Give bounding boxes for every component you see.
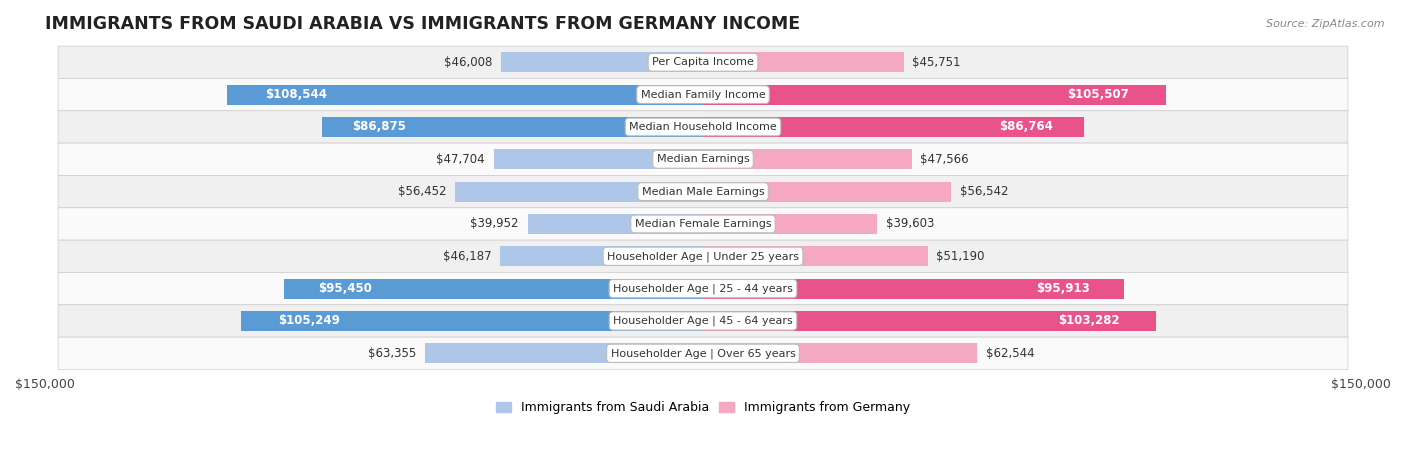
Bar bbox=[703, 85, 1166, 105]
Text: Median Household Income: Median Household Income bbox=[628, 122, 778, 132]
Bar bbox=[703, 279, 1123, 299]
FancyBboxPatch shape bbox=[58, 78, 1348, 111]
Text: Per Capita Income: Per Capita Income bbox=[652, 57, 754, 67]
Bar bbox=[501, 246, 703, 266]
FancyBboxPatch shape bbox=[58, 111, 1348, 143]
Text: $46,008: $46,008 bbox=[444, 56, 492, 69]
Bar bbox=[703, 149, 911, 170]
FancyBboxPatch shape bbox=[58, 208, 1348, 240]
Text: $39,952: $39,952 bbox=[471, 218, 519, 230]
FancyBboxPatch shape bbox=[58, 305, 1348, 337]
FancyBboxPatch shape bbox=[58, 240, 1348, 272]
Text: IMMIGRANTS FROM SAUDI ARABIA VS IMMIGRANTS FROM GERMANY INCOME: IMMIGRANTS FROM SAUDI ARABIA VS IMMIGRAN… bbox=[45, 15, 800, 33]
Text: Median Male Earnings: Median Male Earnings bbox=[641, 187, 765, 197]
Text: $95,450: $95,450 bbox=[318, 282, 371, 295]
Text: $51,190: $51,190 bbox=[936, 250, 984, 263]
Text: $105,507: $105,507 bbox=[1067, 88, 1129, 101]
Bar bbox=[322, 117, 703, 137]
FancyBboxPatch shape bbox=[58, 176, 1348, 208]
FancyBboxPatch shape bbox=[58, 337, 1348, 369]
Text: Median Earnings: Median Earnings bbox=[657, 154, 749, 164]
Text: Householder Age | Under 25 years: Householder Age | Under 25 years bbox=[607, 251, 799, 262]
Text: $39,603: $39,603 bbox=[886, 218, 934, 230]
Bar bbox=[284, 279, 703, 299]
FancyBboxPatch shape bbox=[58, 143, 1348, 176]
Bar bbox=[494, 149, 703, 170]
Bar bbox=[703, 246, 928, 266]
Text: $103,282: $103,282 bbox=[1059, 314, 1119, 327]
Bar bbox=[527, 214, 703, 234]
Bar bbox=[703, 182, 950, 202]
Text: Householder Age | Over 65 years: Householder Age | Over 65 years bbox=[610, 348, 796, 359]
Text: $46,187: $46,187 bbox=[443, 250, 492, 263]
Bar bbox=[703, 117, 1084, 137]
Text: Source: ZipAtlas.com: Source: ZipAtlas.com bbox=[1267, 19, 1385, 28]
Legend: Immigrants from Saudi Arabia, Immigrants from Germany: Immigrants from Saudi Arabia, Immigrants… bbox=[491, 396, 915, 419]
Text: $108,544: $108,544 bbox=[264, 88, 328, 101]
Bar bbox=[703, 52, 904, 72]
Text: Householder Age | 45 - 64 years: Householder Age | 45 - 64 years bbox=[613, 316, 793, 326]
Bar bbox=[703, 311, 1156, 331]
Bar bbox=[456, 182, 703, 202]
Bar bbox=[703, 214, 877, 234]
Text: $62,544: $62,544 bbox=[986, 347, 1035, 360]
FancyBboxPatch shape bbox=[58, 46, 1348, 78]
Bar bbox=[703, 343, 977, 363]
Text: Median Family Income: Median Family Income bbox=[641, 90, 765, 99]
Text: $47,566: $47,566 bbox=[921, 153, 969, 166]
Text: $86,764: $86,764 bbox=[1000, 120, 1053, 134]
Text: $56,542: $56,542 bbox=[960, 185, 1008, 198]
Text: $105,249: $105,249 bbox=[278, 314, 340, 327]
Bar bbox=[501, 52, 703, 72]
Text: $95,913: $95,913 bbox=[1036, 282, 1090, 295]
Text: Median Female Earnings: Median Female Earnings bbox=[634, 219, 772, 229]
Text: Householder Age | 25 - 44 years: Householder Age | 25 - 44 years bbox=[613, 283, 793, 294]
Text: $56,452: $56,452 bbox=[398, 185, 447, 198]
Bar bbox=[425, 343, 703, 363]
FancyBboxPatch shape bbox=[58, 272, 1348, 305]
Bar bbox=[242, 311, 703, 331]
Text: $45,751: $45,751 bbox=[912, 56, 960, 69]
Text: $86,875: $86,875 bbox=[353, 120, 406, 134]
Bar bbox=[226, 85, 703, 105]
Text: $47,704: $47,704 bbox=[436, 153, 485, 166]
Text: $63,355: $63,355 bbox=[368, 347, 416, 360]
